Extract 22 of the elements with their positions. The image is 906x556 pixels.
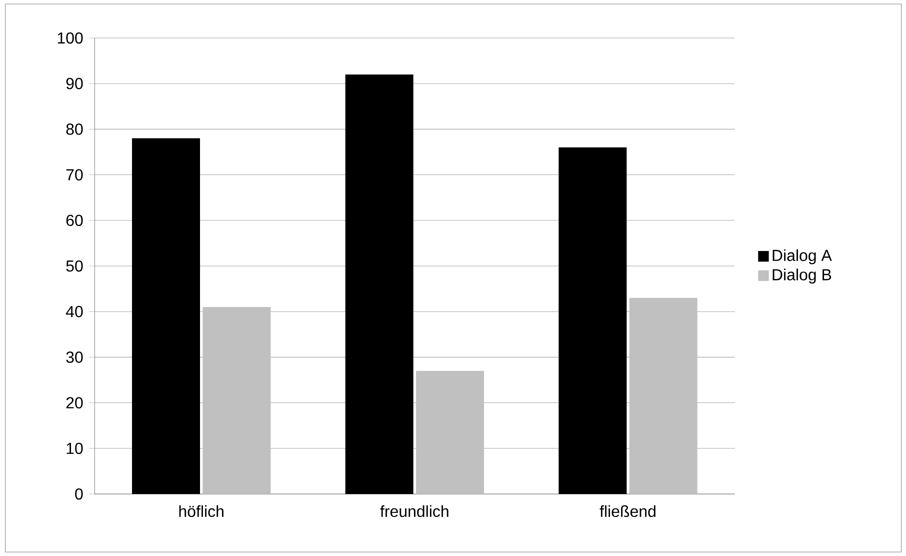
bar: [132, 138, 200, 494]
y-tick-label: 70: [66, 169, 83, 180]
y-tick-label: 90: [66, 78, 83, 90]
x-tick-label: fließend: [600, 505, 656, 518]
y-tick-label: 30: [66, 352, 83, 363]
legend-label: Dialog B: [772, 268, 832, 284]
x-tick-label: höflich: [179, 505, 224, 518]
y-tick-label: 10: [66, 442, 83, 454]
y-tick-label: 20: [66, 397, 83, 408]
legend-label: Dialog A: [772, 249, 832, 264]
bar: [558, 147, 627, 494]
y-tick-label: 50: [66, 260, 83, 272]
y-tick-label: 40: [66, 306, 83, 318]
bar: [345, 74, 414, 494]
bar: [629, 298, 698, 494]
y-tick-label: 80: [66, 124, 83, 135]
bar: [202, 307, 271, 494]
y-tick-label: 60: [66, 214, 83, 226]
bar: [416, 370, 484, 494]
y-tick-label: 0: [75, 488, 83, 500]
y-tick-label: 100: [58, 32, 83, 44]
x-tick-label: freundlich: [380, 505, 448, 518]
